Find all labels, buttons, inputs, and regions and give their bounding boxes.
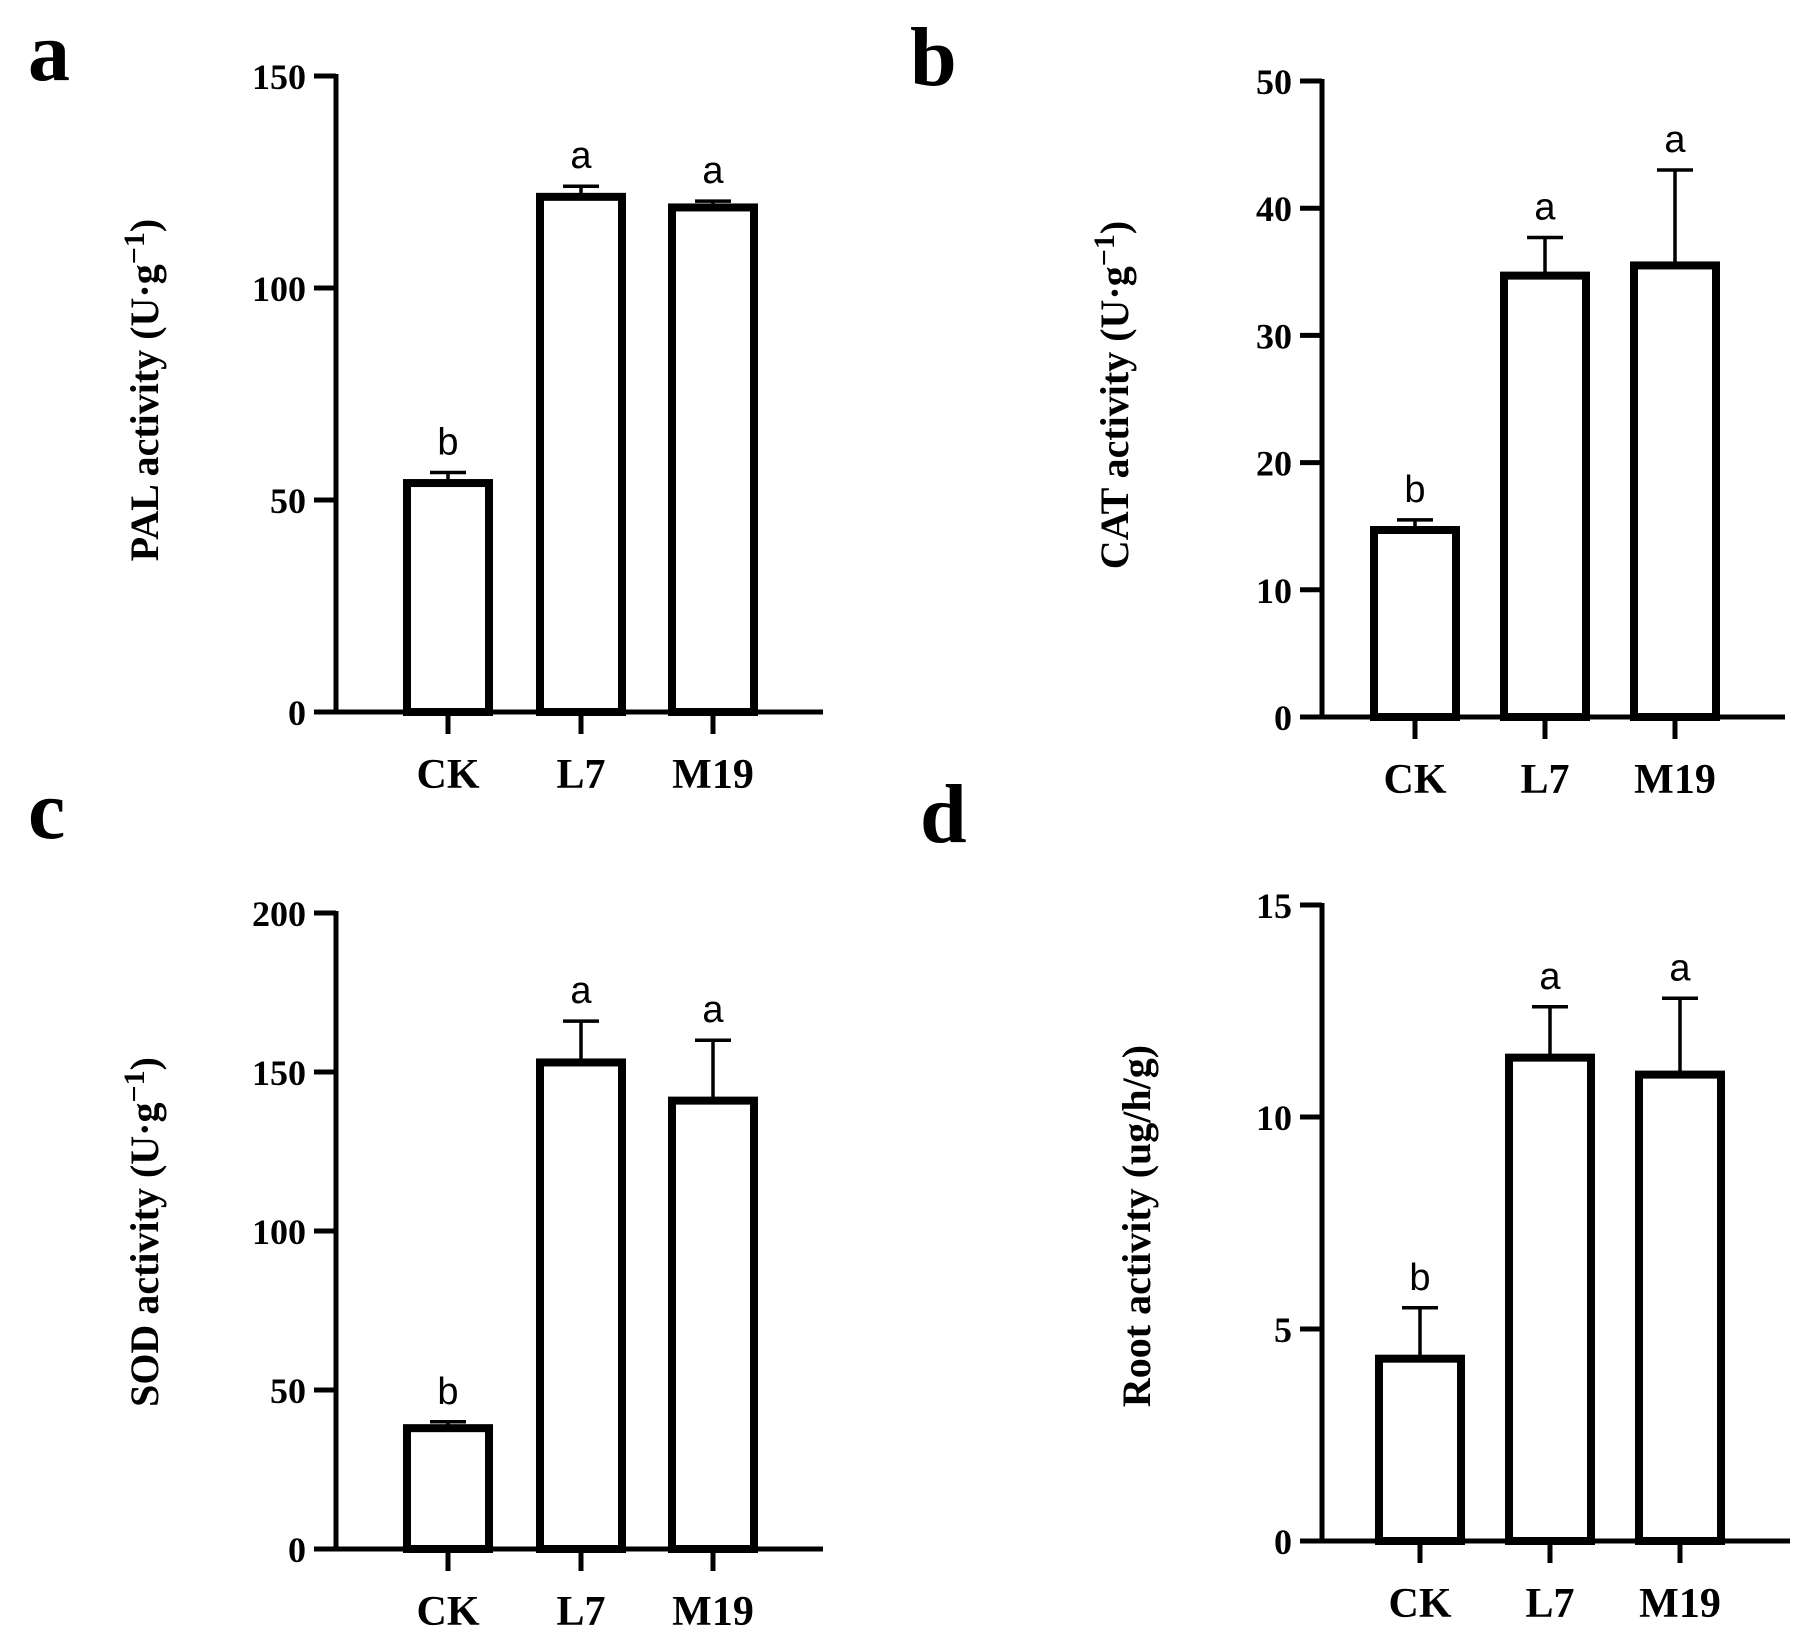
- y-axis-label-superscript: −1: [118, 1070, 151, 1102]
- y-tick-label: 0: [1274, 698, 1292, 738]
- panel-letter: a: [28, 6, 70, 99]
- y-axis-label-text: CAT activity (U·g: [1092, 266, 1137, 569]
- y-tick-label: 150: [252, 57, 306, 97]
- category-label: CK: [417, 1589, 480, 1635]
- bar: [536, 192, 626, 716]
- panel-letter: b: [910, 11, 957, 104]
- significance-label: a: [570, 970, 592, 1012]
- category-label: L7: [556, 1589, 605, 1635]
- y-tick-label: 30: [1256, 316, 1292, 356]
- category-label: M19: [672, 1589, 754, 1635]
- y-tick-label: 150: [252, 1053, 306, 1093]
- significance-label: a: [570, 135, 592, 177]
- bar: [1505, 1053, 1595, 1545]
- bar: [1375, 1354, 1465, 1546]
- bar: [668, 203, 758, 716]
- y-tick-label: 0: [1274, 1522, 1292, 1562]
- y-axis-label-close: ): [1092, 221, 1137, 234]
- y-tick-label: 5: [1274, 1310, 1292, 1350]
- y-axis-label: PAL activity (U·g−1): [118, 219, 167, 561]
- y-axis-label-close: ): [122, 1057, 167, 1070]
- category-label: L7: [1520, 757, 1569, 803]
- y-tick-label: 15: [1256, 886, 1292, 926]
- bar: [1630, 261, 1720, 721]
- y-tick-label: 50: [270, 1371, 306, 1411]
- y-tick-label: 50: [1256, 62, 1292, 102]
- chart-panel-a: a 0 50 100 150 b CK a L7 a M19 PAL activity (U·g−1): [28, 6, 823, 798]
- bar: [1635, 1070, 1725, 1545]
- y-tick-label: 200: [252, 894, 306, 934]
- y-axis-label: CAT activity (U·g−1): [1088, 221, 1137, 569]
- y-tick-label: 10: [1256, 571, 1292, 611]
- significance-label: a: [1664, 119, 1686, 161]
- significance-label: b: [1404, 469, 1425, 511]
- category-label: M19: [1634, 757, 1716, 803]
- bar: [403, 1424, 493, 1554]
- y-axis-label-superscript: −1: [1088, 234, 1121, 266]
- category-label: CK: [1384, 757, 1447, 803]
- category-label: M19: [672, 752, 754, 798]
- bar: [403, 479, 493, 717]
- bar: [668, 1096, 758, 1553]
- panel-letter: c: [28, 764, 65, 857]
- y-axis-label-text: SOD activity (U·g: [122, 1103, 167, 1407]
- y-axis-label: Root activity (ug/h/g): [1114, 1045, 1159, 1407]
- y-axis-label-text: Root activity (ug/h/g): [1114, 1045, 1159, 1407]
- bar: [1370, 526, 1460, 721]
- y-axis-label: SOD activity (U·g−1): [118, 1057, 167, 1407]
- significance-label: b: [437, 1371, 458, 1413]
- y-tick-label: 40: [1256, 189, 1292, 229]
- category-label: CK: [1389, 1581, 1452, 1627]
- y-tick-label: 0: [288, 1530, 306, 1570]
- significance-label: b: [437, 421, 458, 463]
- bar: [1500, 271, 1590, 721]
- y-tick-label: 20: [1256, 444, 1292, 484]
- significance-label: a: [702, 150, 724, 192]
- y-tick-label: 0: [288, 693, 306, 733]
- chart-panel-d: d 0 5 10 15 b CK a L7 a M19 Root activity (ug/h/g): [920, 768, 1790, 1627]
- category-label: L7: [556, 752, 605, 798]
- chart-panel-c: c 0 50 100 150 200 b CK a L7 a M19 SOD activity (U·g…: [28, 764, 823, 1635]
- significance-label: a: [1669, 947, 1691, 989]
- chart-panel-b: b 0 10 20 30 40 50 b CK a L7 a M19 CAT activity (U·g−…: [910, 11, 1785, 803]
- y-axis-label-superscript: −1: [118, 232, 151, 264]
- y-tick-label: 100: [252, 1212, 306, 1252]
- y-tick-label: 10: [1256, 1098, 1292, 1138]
- y-tick-label: 50: [270, 481, 306, 521]
- y-tick-label: 100: [252, 269, 306, 309]
- significance-label: a: [702, 989, 724, 1031]
- y-axis-label-close: ): [122, 219, 167, 232]
- significance-label: a: [1539, 956, 1561, 998]
- category-label: M19: [1639, 1581, 1721, 1627]
- category-label: CK: [417, 752, 480, 798]
- significance-label: b: [1409, 1257, 1430, 1299]
- significance-label: a: [1534, 186, 1556, 228]
- panel-letter: d: [920, 768, 967, 861]
- category-label: L7: [1525, 1581, 1574, 1627]
- bar: [536, 1058, 626, 1553]
- y-axis-label-text: PAL activity (U·g: [122, 264, 167, 561]
